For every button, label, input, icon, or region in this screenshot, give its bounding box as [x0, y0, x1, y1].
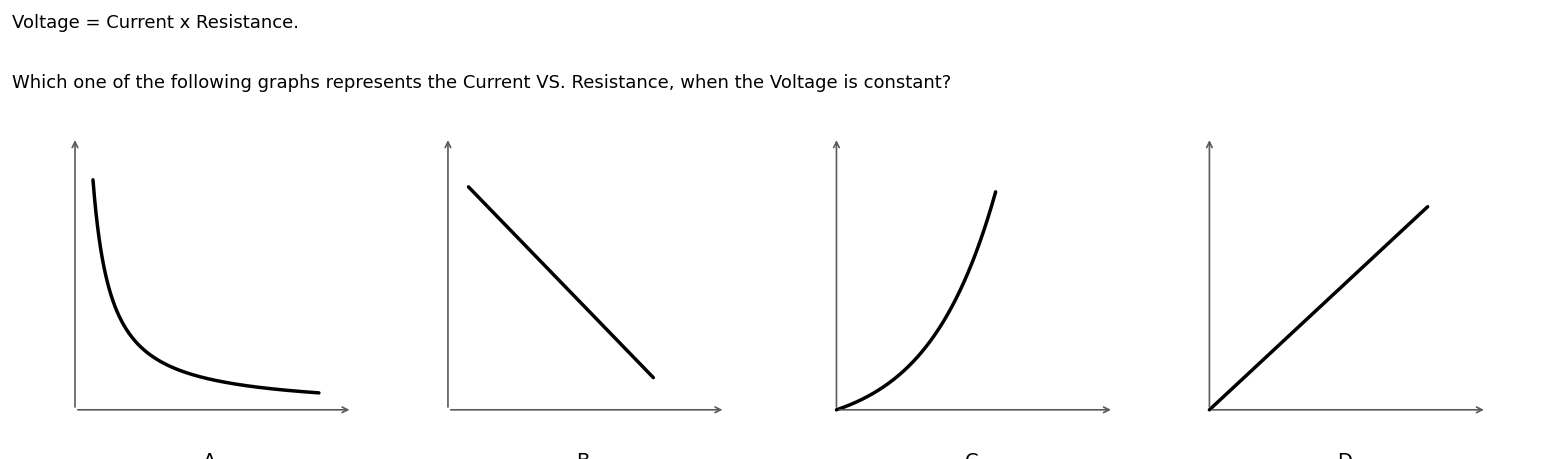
Text: Which one of the following graphs represents the Current VS. Resistance, when th: Which one of the following graphs repres…	[12, 73, 951, 91]
Text: D: D	[1336, 451, 1352, 459]
Text: A: A	[204, 451, 216, 459]
Text: C: C	[965, 451, 977, 459]
Text: B: B	[577, 451, 589, 459]
Text: Voltage = Current x Resistance.: Voltage = Current x Resistance.	[12, 14, 300, 32]
